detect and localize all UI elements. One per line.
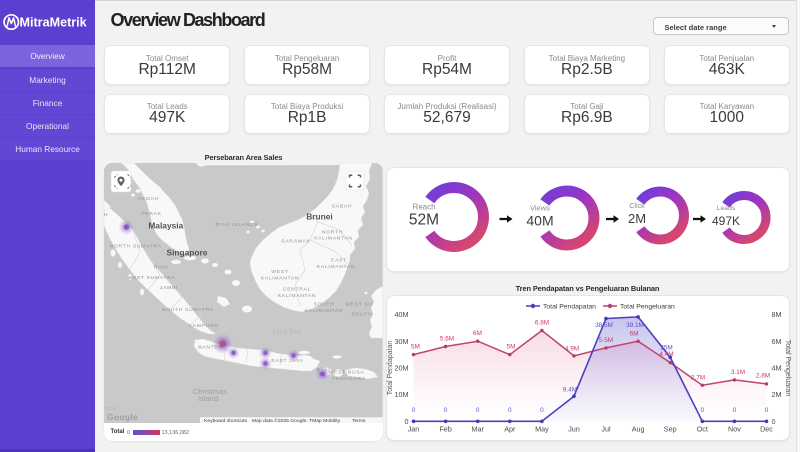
- svg-text:NORTH: NORTH: [322, 230, 343, 236]
- svg-text:0: 0: [508, 407, 512, 414]
- svg-text:Aug: Aug: [632, 425, 645, 434]
- svg-text:Jun: Jun: [568, 425, 580, 434]
- svg-text:6.8M: 6.8M: [535, 320, 549, 327]
- svg-text:40M: 40M: [395, 310, 409, 319]
- svg-text:MitraMetrik: MitraMetrik: [20, 16, 88, 30]
- svg-text:SOUTH: SOUTH: [352, 311, 373, 317]
- svg-text:Oct: Oct: [697, 425, 708, 434]
- svg-text:6M: 6M: [630, 331, 639, 338]
- svg-text:Google: Google: [107, 412, 138, 422]
- svg-text:WEST: WEST: [271, 269, 288, 275]
- svg-text:May: May: [535, 425, 549, 434]
- svg-text:KALIMANTAN: KALIMANTAN: [314, 236, 352, 242]
- svg-text:Total Pengeluaran: Total Pengeluaran: [784, 340, 791, 397]
- svg-text:Island: Island: [198, 394, 218, 403]
- svg-text:WEST SU: WEST SU: [345, 301, 373, 307]
- svg-text:Jul: Jul: [601, 425, 611, 434]
- svg-text:BANTEN: BANTEN: [198, 344, 222, 350]
- svg-text:EAST JAVA: EAST JAVA: [271, 358, 303, 364]
- svg-text:RIAU ISLANDS: RIAU ISLANDS: [215, 222, 258, 228]
- svg-text:0: 0: [540, 407, 544, 414]
- svg-text:Malaysia: Malaysia: [148, 221, 183, 231]
- svg-text:EAST: EAST: [331, 258, 347, 264]
- svg-text:Total Pengeluaran: Total Pengeluaran: [620, 303, 675, 310]
- svg-text:Dec: Dec: [760, 425, 773, 434]
- svg-text:0: 0: [772, 417, 776, 426]
- svg-text:0: 0: [405, 417, 409, 426]
- svg-text:Click: Click: [629, 201, 645, 210]
- svg-text:WEST SUMATRA: WEST SUMATRA: [127, 275, 175, 281]
- svg-text:39.1M: 39.1M: [626, 322, 644, 329]
- svg-text:Jan: Jan: [408, 425, 420, 434]
- svg-text:4M: 4M: [772, 364, 782, 373]
- svg-text:6M: 6M: [473, 330, 482, 337]
- svg-text:Keyboard shortcuts: Keyboard shortcuts: [204, 418, 247, 423]
- svg-text:TENGGARA: TENGGARA: [332, 376, 366, 382]
- svg-text:4.9M: 4.9M: [565, 346, 579, 353]
- svg-text:Brunei: Brunei: [306, 212, 333, 222]
- svg-text:Reach: Reach: [412, 203, 435, 212]
- svg-text:9.4M: 9.4M: [563, 387, 577, 394]
- svg-text:10M: 10M: [395, 390, 409, 399]
- svg-text:0: 0: [476, 407, 480, 414]
- svg-text:RIAU: RIAU: [154, 265, 169, 271]
- svg-text:20M: 20M: [395, 364, 409, 373]
- svg-text:5M: 5M: [411, 344, 420, 351]
- svg-text:2M: 2M: [772, 390, 782, 399]
- svg-text:0: 0: [701, 407, 705, 414]
- svg-text:Terms: Terms: [352, 418, 366, 423]
- svg-text:JAMBI: JAMBI: [160, 285, 178, 291]
- svg-text:0: 0: [733, 407, 737, 414]
- svg-text:52M: 52M: [409, 212, 439, 229]
- svg-text:KALIMANTAN: KALIMANTAN: [305, 308, 343, 314]
- svg-text:NORTH SUMATRA: NORTH SUMATRA: [110, 243, 162, 249]
- svg-text:497K: 497K: [712, 214, 740, 228]
- svg-text:38.5M: 38.5M: [595, 322, 613, 329]
- svg-text:6M: 6M: [772, 337, 782, 346]
- svg-text:SABAH: SABAH: [332, 204, 352, 210]
- svg-text:KEDAH: KEDAH: [138, 196, 159, 202]
- svg-text:Feb: Feb: [439, 425, 451, 434]
- svg-text:5M: 5M: [507, 344, 516, 351]
- svg-text:Singapore: Singapore: [167, 248, 208, 258]
- svg-text:0: 0: [444, 407, 448, 414]
- svg-text:Nov: Nov: [728, 425, 741, 434]
- svg-text:KALIMANTAN: KALIMANTAN: [278, 293, 316, 299]
- svg-text:H: H: [104, 212, 108, 218]
- svg-text:0: 0: [765, 407, 769, 414]
- svg-text:Map data ©2025 Google, TMap Mo: Map data ©2025 Google, TMap Mobility: [252, 417, 341, 423]
- svg-text:lir: lir: [106, 412, 110, 418]
- svg-text:Apr: Apr: [504, 425, 516, 434]
- svg-text:8M: 8M: [772, 310, 782, 319]
- svg-text:4.4M: 4.4M: [659, 351, 673, 358]
- svg-text:Sep: Sep: [664, 425, 677, 434]
- svg-text:Mar: Mar: [472, 425, 485, 434]
- svg-text:3.1M: 3.1M: [731, 369, 745, 376]
- svg-text:SOUTH SUMATRA: SOUTH SUMATRA: [162, 307, 214, 313]
- svg-text:5.6M: 5.6M: [440, 336, 454, 343]
- svg-text:SOUTH: SOUTH: [314, 301, 335, 307]
- svg-text:Leads: Leads: [717, 205, 736, 212]
- svg-text:Total Pendapatan: Total Pendapatan: [543, 303, 596, 310]
- svg-text:Christmas: Christmas: [193, 387, 227, 396]
- svg-text:DOS: DOS: [106, 406, 117, 412]
- svg-text:PERAK: PERAK: [141, 211, 161, 217]
- svg-text:WEST NUSA: WEST NUSA: [329, 369, 365, 375]
- svg-text:Views: Views: [530, 204, 550, 213]
- svg-text:5.5M: 5.5M: [599, 337, 613, 344]
- svg-text:2.7M: 2.7M: [691, 375, 705, 382]
- svg-text:KALIMANTAN: KALIMANTAN: [317, 264, 355, 270]
- svg-text:2M: 2M: [628, 211, 646, 226]
- svg-text:2.8M: 2.8M: [756, 373, 770, 380]
- svg-text:CENTRAL: CENTRAL: [283, 287, 311, 293]
- svg-text:0: 0: [412, 407, 416, 414]
- svg-text:30M: 30M: [395, 337, 409, 346]
- svg-text:KALIMANTAN: KALIMANTAN: [261, 276, 299, 282]
- svg-text:SARAWAK: SARAWAK: [281, 239, 310, 245]
- svg-text:25M: 25M: [660, 345, 672, 352]
- svg-text:40M: 40M: [526, 213, 553, 229]
- svg-text:Java Sea: Java Sea: [273, 329, 302, 335]
- svg-text:LAMPUNG: LAMPUNG: [189, 323, 219, 329]
- svg-text:Total Pendapatan: Total Pendapatan: [387, 341, 394, 396]
